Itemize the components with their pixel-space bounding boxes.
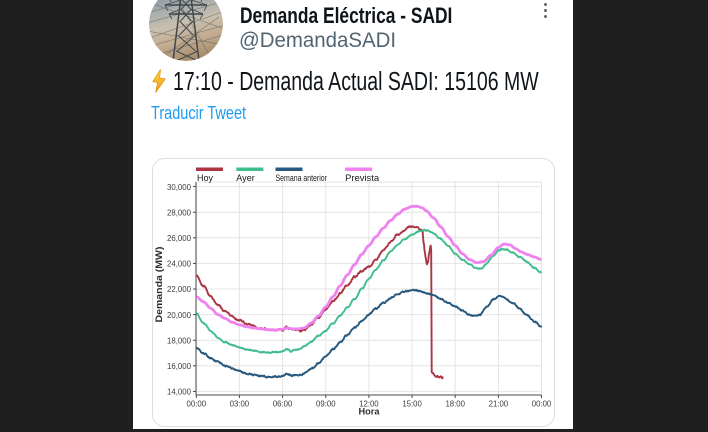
svg-text:18,000: 18,000 xyxy=(167,335,191,345)
svg-text:09:00: 09:00 xyxy=(316,399,336,409)
svg-text:28,000: 28,000 xyxy=(167,207,191,217)
svg-text:Semana anterior: Semana anterior xyxy=(276,173,328,183)
svg-text:12:00: 12:00 xyxy=(359,399,379,409)
svg-text:20,000: 20,000 xyxy=(167,310,191,320)
svg-text:Demanda (MW): Demanda (MW) xyxy=(154,247,165,323)
svg-text:Ayer: Ayer xyxy=(236,173,255,183)
svg-text:24,000: 24,000 xyxy=(167,259,191,269)
svg-text:00:00: 00:00 xyxy=(532,399,552,409)
svg-text:22,000: 22,000 xyxy=(167,284,191,294)
svg-text:26,000: 26,000 xyxy=(167,233,191,243)
svg-text:00:00: 00:00 xyxy=(187,399,207,409)
svg-text:16,000: 16,000 xyxy=(167,361,191,371)
svg-text:15:00: 15:00 xyxy=(402,399,422,409)
svg-text:18:00: 18:00 xyxy=(445,399,465,409)
svg-text:21:00: 21:00 xyxy=(489,399,509,409)
svg-text:30,000: 30,000 xyxy=(167,182,191,192)
svg-text:Hora: Hora xyxy=(359,407,381,418)
svg-text:03:00: 03:00 xyxy=(230,399,250,409)
svg-text:Prevista: Prevista xyxy=(345,173,379,183)
svg-text:Hoy: Hoy xyxy=(197,173,214,183)
svg-text:14,000: 14,000 xyxy=(167,387,191,397)
svg-text:06:00: 06:00 xyxy=(273,399,293,409)
